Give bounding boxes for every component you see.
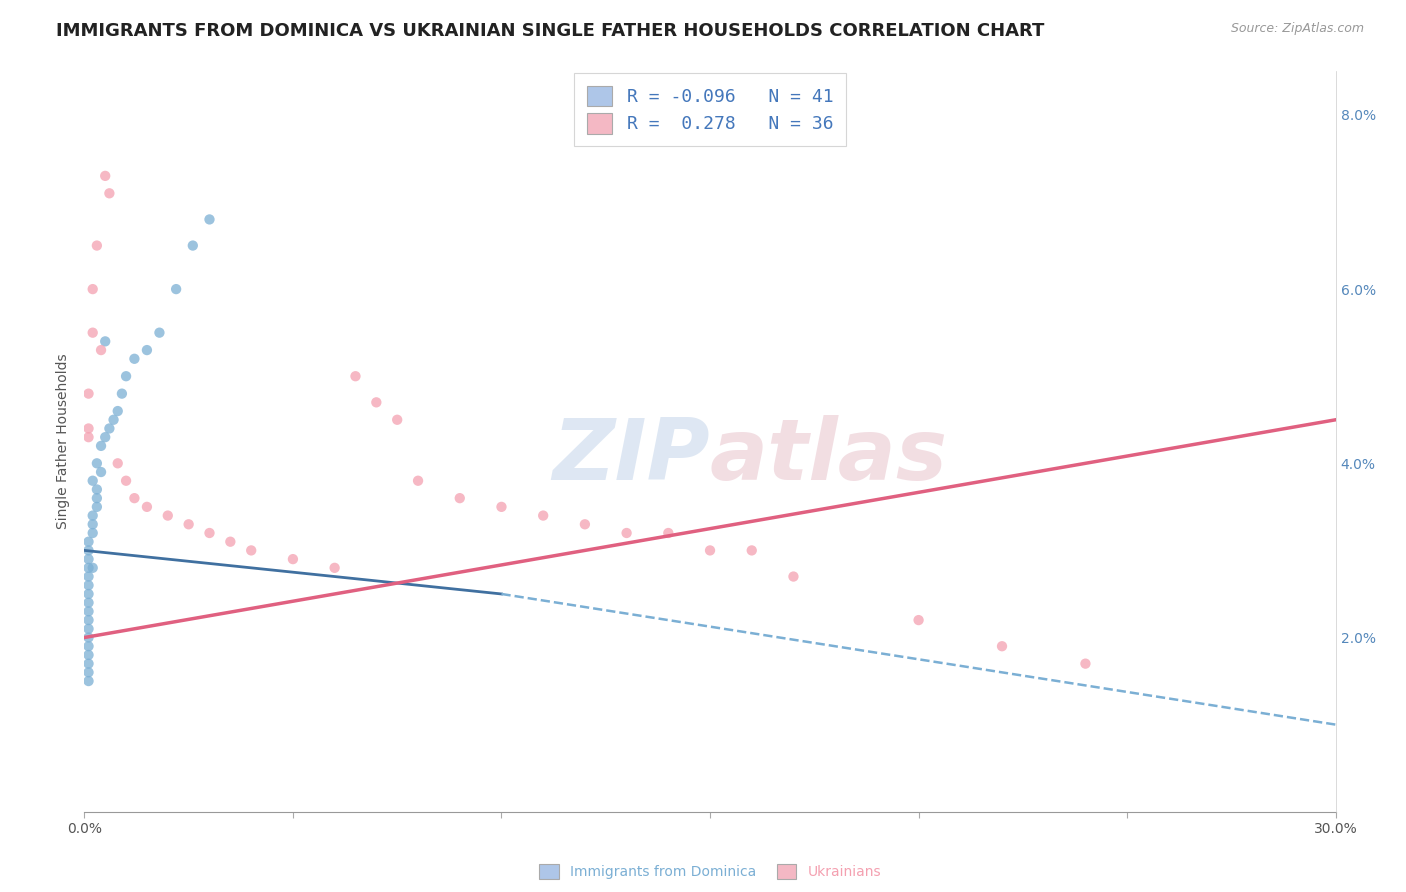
Point <box>90 439 112 453</box>
Text: Source: ZipAtlas.com: Source: ZipAtlas.com <box>1230 22 1364 36</box>
Point <box>82 517 104 532</box>
Text: atlas: atlas <box>710 415 948 498</box>
Point <box>77 386 100 401</box>
Point <box>219 534 242 549</box>
Point <box>86 456 108 470</box>
Point <box>240 543 263 558</box>
Point <box>94 169 117 183</box>
Point <box>136 500 159 514</box>
Point <box>782 569 804 583</box>
Y-axis label: Single Father Households: Single Father Households <box>56 354 70 529</box>
Point <box>156 508 179 523</box>
Point <box>77 543 100 558</box>
Point <box>491 500 513 514</box>
Point <box>181 238 204 252</box>
Point <box>86 483 108 497</box>
Point <box>103 413 125 427</box>
Point <box>77 430 100 444</box>
Point <box>111 386 134 401</box>
Point <box>1074 657 1097 671</box>
Point <box>574 517 596 532</box>
Text: IMMIGRANTS FROM DOMINICA VS UKRAINIAN SINGLE FATHER HOUSEHOLDS CORRELATION CHART: IMMIGRANTS FROM DOMINICA VS UKRAINIAN SI… <box>56 22 1045 40</box>
Point <box>77 648 100 662</box>
Point <box>77 569 100 583</box>
Point <box>98 186 121 201</box>
Point <box>115 474 138 488</box>
Point <box>699 543 721 558</box>
Point <box>82 282 104 296</box>
Point <box>107 456 129 470</box>
Point <box>991 639 1014 653</box>
Point <box>531 508 554 523</box>
Point <box>77 421 100 435</box>
Point <box>77 578 100 592</box>
Point <box>136 343 159 357</box>
Point <box>77 622 100 636</box>
Point <box>907 613 929 627</box>
Point <box>107 404 129 418</box>
Point <box>148 326 170 340</box>
Point <box>198 526 221 541</box>
Point <box>344 369 367 384</box>
Point <box>77 561 100 575</box>
Point <box>77 587 100 601</box>
Point <box>449 491 471 505</box>
Point <box>77 665 100 680</box>
Point <box>86 500 108 514</box>
Point <box>198 212 221 227</box>
Point <box>165 282 187 296</box>
Point <box>616 526 638 541</box>
Point <box>86 238 108 252</box>
Text: ZIP: ZIP <box>553 415 710 498</box>
Point <box>82 561 104 575</box>
Point <box>82 526 104 541</box>
Point <box>77 604 100 618</box>
Legend: Immigrants from Dominica, Ukrainians: Immigrants from Dominica, Ukrainians <box>533 857 887 887</box>
Point <box>90 465 112 479</box>
Point <box>385 413 409 427</box>
Point <box>77 613 100 627</box>
Point <box>77 657 100 671</box>
Point <box>177 517 200 532</box>
Point <box>77 596 100 610</box>
Point <box>406 474 429 488</box>
Point <box>90 343 112 357</box>
Point <box>98 421 121 435</box>
Point <box>124 491 146 505</box>
Point <box>82 326 104 340</box>
Point <box>94 430 117 444</box>
Point <box>86 491 108 505</box>
Point <box>77 552 100 566</box>
Point <box>115 369 138 384</box>
Point <box>82 474 104 488</box>
Point <box>657 526 679 541</box>
Point <box>741 543 763 558</box>
Point <box>77 674 100 689</box>
Point <box>82 508 104 523</box>
Point <box>124 351 146 366</box>
Point <box>94 334 117 349</box>
Point <box>281 552 304 566</box>
Point <box>77 534 100 549</box>
Point <box>77 639 100 653</box>
Point <box>77 631 100 645</box>
Point <box>323 561 346 575</box>
Point <box>366 395 388 409</box>
